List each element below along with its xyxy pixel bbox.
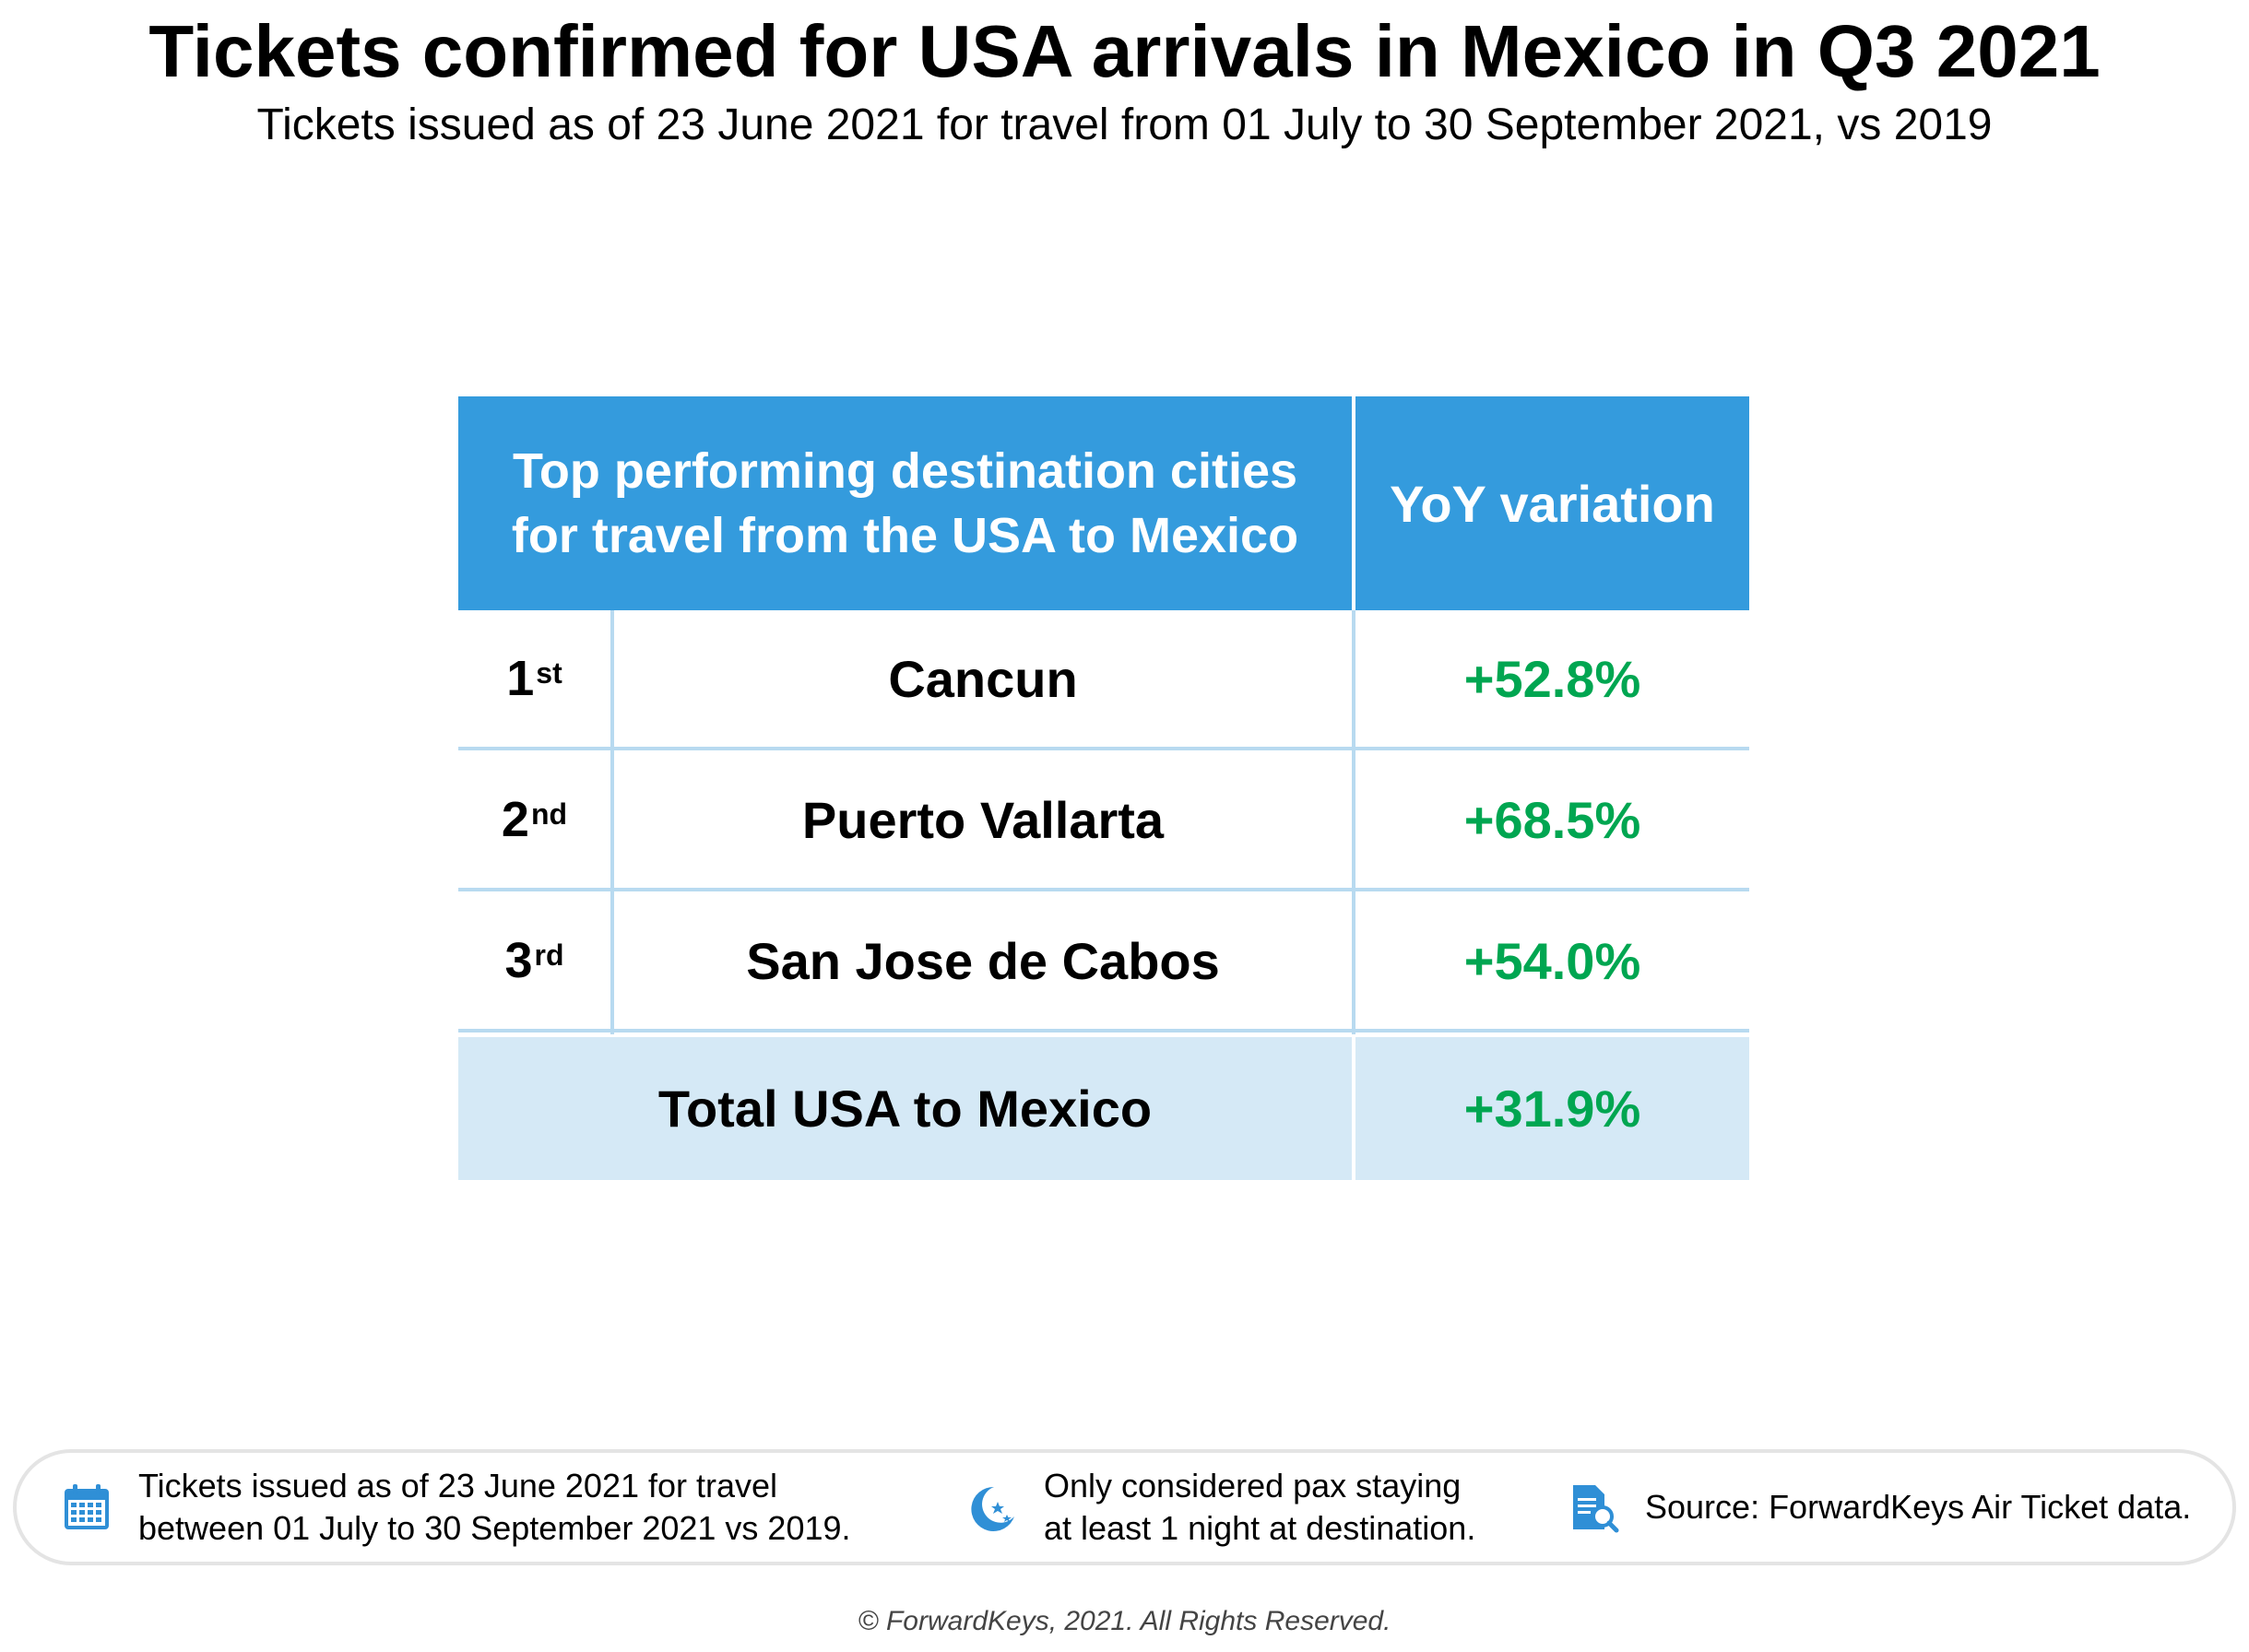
footnote-2-line2: at least 1 night at destination. — [1044, 1509, 1476, 1547]
total-label: Total USA to Mexico — [657, 1080, 1153, 1138]
total-yoy: +31.9% — [1463, 1080, 1641, 1138]
header-destination-cities: Top performing destination cities for tr… — [458, 396, 1352, 610]
header-city-line2: for travel from the USA to Mexico — [511, 508, 1299, 563]
header-city-line1: Top performing destination cities — [512, 443, 1298, 499]
rank-number: 3 — [504, 933, 533, 988]
page-title: Tickets confirmed for USA arrivals in Me… — [148, 10, 2101, 92]
rank-divider — [610, 610, 614, 1034]
yoy-cell: +68.5% — [1463, 790, 1641, 849]
rank-number: 1 — [506, 651, 535, 706]
city-cell: San Jose de Cabos — [746, 931, 1220, 990]
footnote-1-line1: Tickets issued as of 23 June 2021 for tr… — [138, 1467, 778, 1504]
footnote-source: Source: ForwardKeys Air Ticket data. — [1568, 1453, 2191, 1562]
document-search-icon — [1573, 1485, 1619, 1533]
footnote-travel-period: Tickets issued as of 23 June 2021 for tr… — [61, 1453, 851, 1562]
rank-suffix: nd — [530, 796, 568, 831]
rank-suffix: st — [536, 655, 562, 690]
footnote-1-line2: between 01 July to 30 September 2021 vs … — [138, 1509, 851, 1547]
yoy-cell: +52.8% — [1463, 649, 1641, 708]
city-cell: Cancun — [888, 649, 1078, 708]
page-subtitle: Tickets issued as of 23 June 2021 for tr… — [256, 100, 1993, 149]
footnote-3-text: Source: ForwardKeys Air Ticket data. — [1645, 1488, 2192, 1526]
footnote-2-line1: Only considered pax staying — [1044, 1467, 1462, 1504]
copyright-notice: © ForwardKeys, 2021. All Rights Reserved… — [858, 1606, 1391, 1636]
yoy-cell: +54.0% — [1463, 931, 1641, 990]
calendar-icon — [65, 1484, 109, 1529]
footnote-night-stay: Only considered pax staying at least 1 n… — [966, 1453, 1475, 1562]
moon-stars-icon — [971, 1486, 1014, 1531]
header-yoy-variation: YoY variation — [1355, 396, 1749, 610]
rank-suffix: rd — [534, 938, 564, 972]
footnotes-panel: Tickets issued as of 23 June 2021 for tr… — [13, 1449, 2236, 1565]
rank-number: 2 — [501, 792, 529, 847]
total-row: Total USA to Mexico +31.9% — [458, 1037, 1749, 1180]
city-cell: Puerto Vallarta — [801, 790, 1165, 849]
value-divider — [1352, 610, 1355, 1034]
